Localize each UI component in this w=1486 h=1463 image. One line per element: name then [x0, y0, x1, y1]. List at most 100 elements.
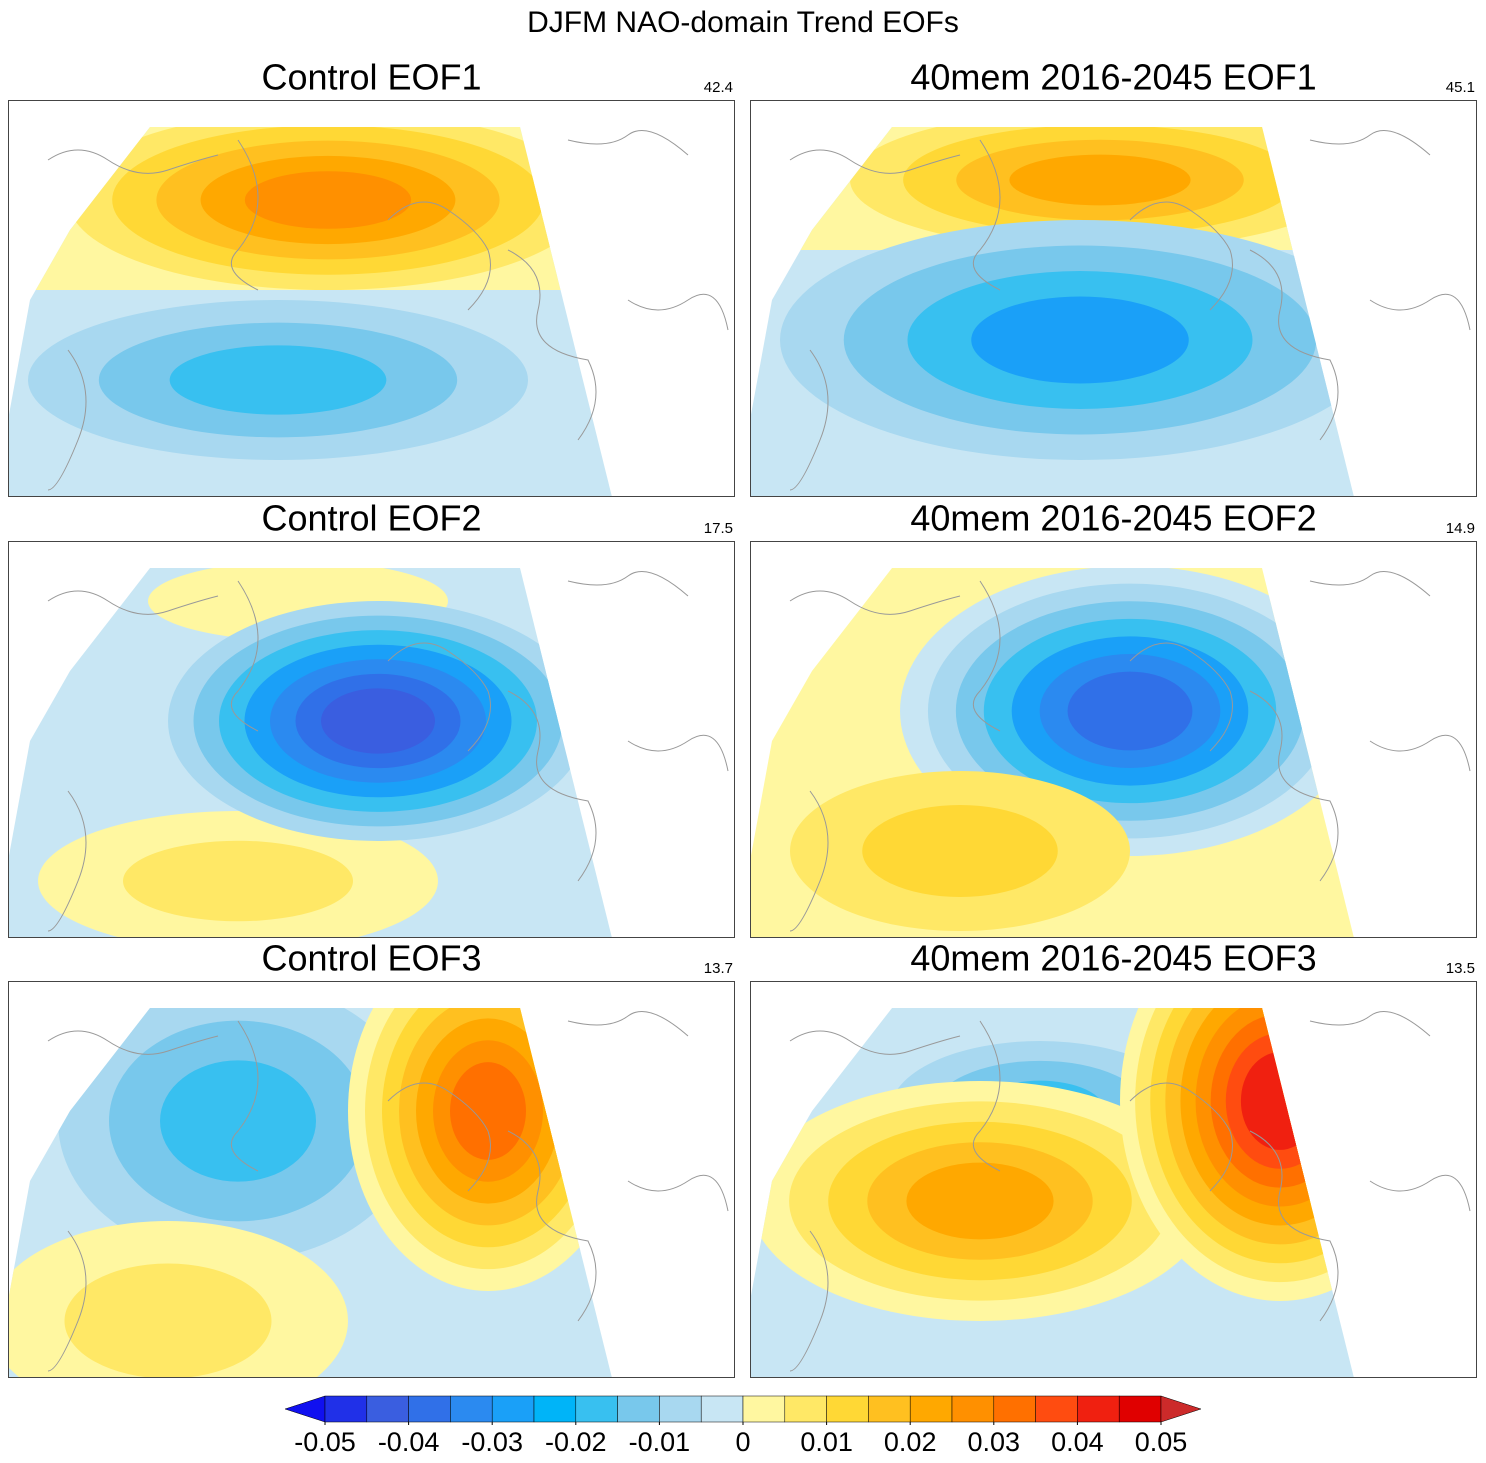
panel-percent: 14.9	[1446, 520, 1475, 537]
colorbar-box	[533, 1395, 577, 1423]
contour	[244, 171, 412, 229]
map-panel	[8, 541, 735, 938]
panel-frame	[750, 100, 1477, 497]
coastline	[47, 1030, 219, 1055]
colorbar-box	[868, 1395, 911, 1423]
contour	[64, 1263, 272, 1378]
coastline	[627, 293, 729, 331]
colorbar-box	[993, 1395, 1036, 1423]
colorbar-end	[1160, 1395, 1202, 1423]
contour	[971, 296, 1189, 384]
contour	[906, 1162, 1054, 1240]
panel-title: Control EOF1	[261, 57, 481, 98]
coastline	[789, 590, 961, 615]
panel-percent: 42.4	[704, 79, 733, 96]
colorbar-tick-label: 0.02	[884, 1427, 937, 1457]
colorbar-box	[1077, 1395, 1120, 1423]
coastline	[507, 690, 597, 882]
contour	[123, 840, 353, 922]
coastline	[1309, 1011, 1431, 1037]
panel-title: Control EOF2	[261, 498, 481, 539]
coastline	[789, 349, 829, 491]
colorbar-box	[951, 1395, 995, 1423]
colorbar: -0.05 -0.04 -0.03 -0.02 -0.01 0 0.01 0.02 0.03 0.…	[284, 1395, 1202, 1457]
coastline	[972, 580, 1001, 732]
coastline	[1249, 690, 1339, 882]
figure-title: DJFM NAO-domain Trend EOFs	[527, 6, 959, 39]
coastline	[627, 1174, 729, 1212]
contour	[169, 345, 387, 415]
coastline	[230, 139, 259, 291]
field	[750, 568, 1354, 938]
colorbar-box	[659, 1395, 702, 1423]
contour	[1067, 671, 1193, 751]
coastline	[789, 790, 829, 932]
coastline	[47, 349, 87, 491]
colorbar-box	[909, 1395, 953, 1423]
colorbar-end	[284, 1395, 326, 1423]
panel-percent: 13.5	[1446, 960, 1475, 977]
map-panel	[8, 981, 735, 1378]
map-panel	[750, 981, 1477, 1378]
colorbar-box	[1035, 1395, 1078, 1423]
panel-title: 40mem 2016-2045 EOF2	[910, 498, 1316, 539]
colorbar-box	[324, 1395, 368, 1423]
map-panel	[750, 100, 1477, 497]
contour	[321, 688, 435, 754]
coastline	[627, 734, 729, 772]
map-panel	[8, 100, 735, 497]
colorbar-tick-label: 0.03	[968, 1427, 1021, 1457]
panel-frame	[8, 100, 735, 497]
panel-title: Control EOF3	[261, 938, 481, 979]
coastline	[507, 249, 597, 441]
coastline	[230, 580, 259, 732]
map-panel	[750, 541, 1477, 938]
panel-frame	[750, 981, 1477, 1378]
contour	[160, 1060, 316, 1182]
panel-frame	[750, 541, 1477, 938]
field	[8, 127, 612, 497]
colorbar-tick-label: -0.05	[294, 1427, 356, 1457]
coastline	[1309, 571, 1431, 597]
coastline	[1369, 1174, 1471, 1212]
coastline	[789, 1030, 961, 1055]
coastline	[1249, 249, 1339, 441]
colorbar-tick-label: -0.04	[378, 1427, 440, 1457]
coastline	[507, 1130, 597, 1322]
coastline	[387, 201, 491, 311]
panel-frame	[8, 981, 735, 1378]
coastline	[789, 149, 961, 174]
colorbar-box	[1118, 1395, 1162, 1423]
field	[8, 568, 612, 938]
coastline	[47, 790, 87, 932]
coastline	[1129, 1082, 1233, 1192]
coastline	[1309, 130, 1431, 156]
contour	[450, 1062, 526, 1160]
coastline	[230, 1020, 259, 1172]
colorbar-box	[408, 1395, 451, 1423]
coastline	[47, 1230, 87, 1372]
colorbar-tick-label: 0.04	[1051, 1427, 1104, 1457]
colorbar-tick-label: 0	[735, 1427, 750, 1457]
colorbar-tick-label: 0.01	[800, 1427, 853, 1457]
colorbar-tick-label: 0.05	[1135, 1427, 1188, 1457]
coastline	[972, 139, 1001, 291]
colorbar-box	[617, 1395, 660, 1423]
coastline	[47, 149, 219, 174]
colorbar-box	[575, 1395, 618, 1423]
colorbar-box	[700, 1395, 744, 1423]
panel-percent: 45.1	[1446, 79, 1475, 96]
coastline	[1129, 642, 1233, 752]
coastline	[47, 590, 219, 615]
colorbar-tick-label: -0.03	[461, 1427, 523, 1457]
coastline	[567, 1011, 689, 1037]
coastline	[567, 130, 689, 156]
colorbar-box	[366, 1395, 409, 1423]
field	[750, 127, 1354, 497]
panel-title: 40mem 2016-2045 EOF1	[910, 57, 1316, 98]
colorbar-box	[450, 1395, 493, 1423]
coastline	[972, 1020, 1001, 1172]
panel-title: 40mem 2016-2045 EOF3	[910, 938, 1316, 979]
colorbar-box	[826, 1395, 869, 1423]
